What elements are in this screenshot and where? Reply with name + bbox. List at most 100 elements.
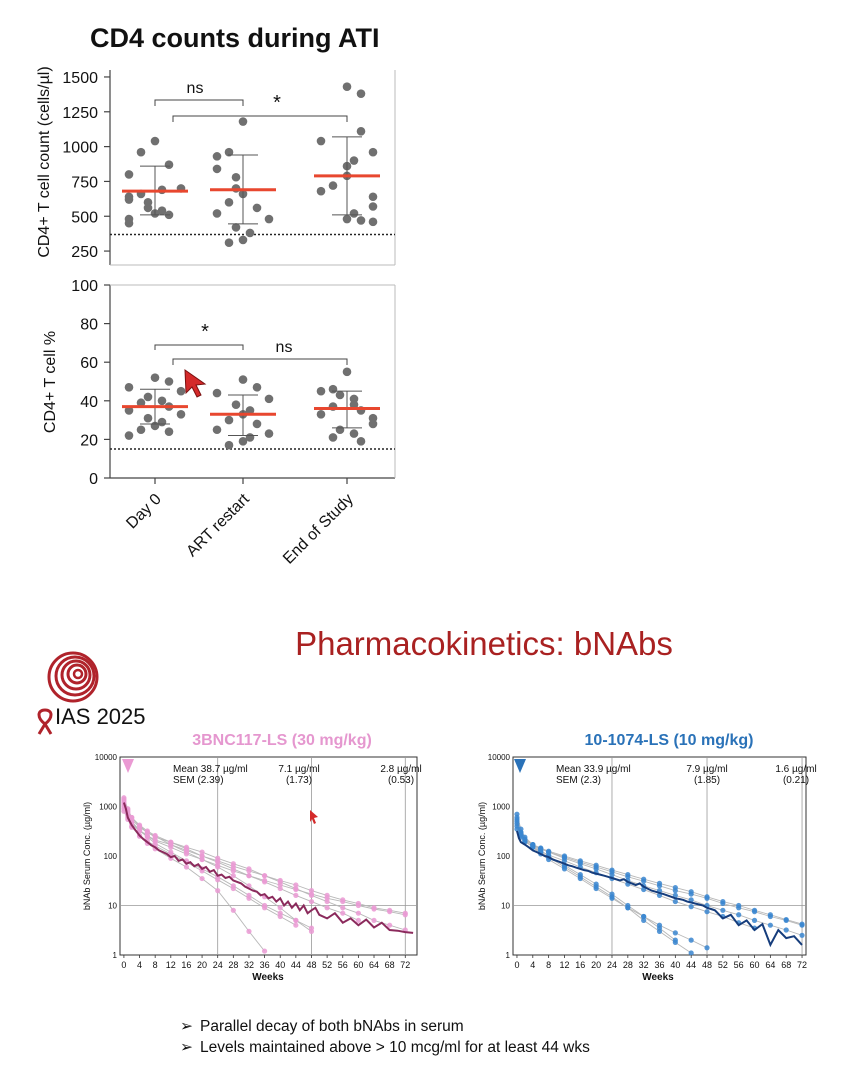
data-point (168, 839, 174, 845)
pk-left-stat-mean-72: 2.8 µg/ml (380, 764, 421, 775)
x-tick-label: 16 (575, 960, 585, 970)
x-tick-label: 68 (781, 960, 791, 970)
cd4-title: CD4 counts during ATI (90, 23, 380, 53)
data-point (264, 429, 274, 438)
x-tick-label: 28 (228, 960, 238, 970)
x-tick-label: 20 (197, 960, 207, 970)
y-tick-label: 20 (80, 432, 98, 449)
data-point (293, 917, 299, 924)
data-point (308, 891, 315, 897)
data-point (261, 948, 268, 954)
data-point (245, 406, 255, 415)
individual-series-line (123, 804, 265, 952)
data-point (136, 398, 146, 408)
x-tick-label: 48 (702, 960, 712, 970)
data-point (238, 235, 248, 245)
x-tick-label: 24 (607, 960, 617, 970)
x-tick-label: 60 (353, 960, 363, 970)
y-tick-label: 10000 (95, 753, 118, 762)
category-label-art-restart: ART restart (183, 490, 253, 560)
data-point (238, 117, 248, 126)
data-point (144, 828, 150, 834)
x-tick-label: 32 (639, 960, 649, 970)
data-point (672, 937, 678, 943)
cursor-small-icon (310, 810, 318, 824)
x-tick-label: 52 (718, 960, 728, 970)
data-point (238, 375, 248, 384)
data-point (212, 152, 222, 161)
individual-series-line (516, 817, 803, 936)
x-tick-label: 36 (654, 960, 664, 970)
data-point (518, 829, 524, 835)
data-point (264, 214, 274, 224)
x-tick-label: 8 (153, 960, 158, 970)
data-point (371, 906, 377, 912)
x-tick-label: 16 (181, 960, 191, 970)
data-point (245, 228, 255, 238)
x-tick-label: 4 (530, 960, 535, 970)
data-point (625, 874, 631, 880)
data-point (224, 198, 234, 207)
data-point (261, 873, 268, 879)
pk-section-title: Pharmacokinetics: bNAbs (295, 625, 673, 662)
data-point (212, 425, 222, 435)
data-point (577, 875, 583, 882)
y-tick-label: 1 (113, 951, 118, 960)
data-point (356, 437, 366, 446)
pk-right-stat-mean-24: Mean 33.9 µg/ml (556, 764, 631, 775)
data-point (277, 882, 283, 888)
data-point (136, 147, 146, 157)
x-tick-label: 68 (385, 960, 395, 970)
significance-bracket (154, 99, 244, 106)
mean-series-line (122, 802, 414, 934)
significance-label: ns (276, 339, 293, 356)
individual-series-line (123, 799, 359, 921)
data-point (308, 898, 315, 905)
bullet-list: ➢ Parallel decay of both bNAbs in serum ➢… (180, 1016, 590, 1058)
x-tick-label: 0 (514, 960, 519, 970)
data-point (767, 922, 773, 928)
y-tick-label: 1250 (62, 105, 98, 122)
significance-label: * (273, 92, 281, 114)
pk-left-stat-sem-48: (1.73) (286, 775, 312, 786)
individual-series-line (516, 826, 803, 925)
data-point (124, 218, 134, 228)
y-tick-label: 500 (71, 209, 98, 226)
data-point (368, 192, 378, 202)
data-point (164, 160, 174, 170)
pk-right-stat-sem-72: (0.21) (783, 775, 809, 786)
bullet-text: Levels maintained above > 10 mcg/ml for … (200, 1039, 590, 1056)
individual-series-line (516, 828, 803, 926)
x-tick-label: 32 (244, 960, 254, 970)
y-tick-label: 80 (80, 317, 98, 334)
data-point (736, 905, 742, 911)
cursor-arrow-icon (184, 369, 207, 398)
data-point (349, 209, 359, 218)
pk-left-title: 3BNC117-LS (30 mg/kg) (192, 732, 372, 749)
x-tick-label: 40 (670, 960, 680, 970)
data-point (751, 917, 758, 924)
data-point (704, 895, 710, 901)
data-point (124, 195, 134, 204)
data-point (143, 413, 153, 423)
pk-left-stat-mean-24: Mean 38.7 µg/ml (173, 764, 248, 775)
data-point (293, 922, 299, 928)
x-tick-label: 48 (306, 960, 316, 970)
data-point (641, 917, 647, 924)
data-point (340, 910, 346, 916)
y-tick-label: 40 (80, 394, 98, 411)
data-point (349, 400, 359, 409)
data-point (176, 410, 186, 419)
ias-logo: IAS 2025 (37, 651, 146, 735)
data-point (252, 419, 262, 429)
data-point (720, 907, 726, 913)
data-point (688, 950, 694, 956)
x-tick-label: 64 (765, 960, 775, 970)
data-point (340, 905, 346, 911)
y-tick-label: 750 (71, 174, 98, 191)
data-point (625, 905, 631, 911)
x-tick-label: 44 (686, 960, 696, 970)
data-point (230, 873, 236, 879)
